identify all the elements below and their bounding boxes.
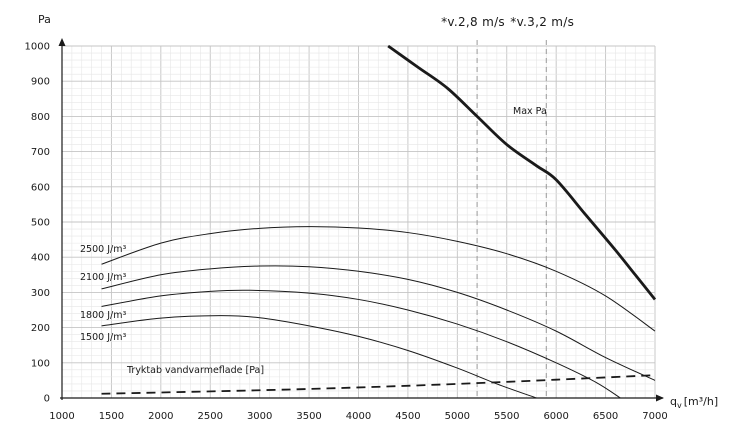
series-label-2500-j-m: 2500 J/m³ — [80, 244, 126, 255]
x-axis-title-q: q — [670, 395, 677, 408]
velocity-markers: *v.2,8 m/s *v.3,2 m/s — [441, 15, 574, 398]
y-tick-label: 600 — [31, 182, 50, 193]
x-tick-label: 2500 — [198, 411, 223, 422]
x-axis-title-unit: [m³/h] — [684, 395, 718, 408]
y-tick-label: 500 — [31, 218, 50, 229]
y-tick-label: 800 — [31, 112, 50, 123]
y-axis-title: Pa — [38, 13, 51, 26]
x-tick-label: 3500 — [296, 411, 321, 422]
y-tick-label: 200 — [31, 323, 50, 334]
x-tick-label: 1000 — [49, 411, 74, 422]
x-tick-label: 4500 — [395, 411, 420, 422]
series-line-max-pa — [387, 44, 657, 301]
series-label-max-pa: Max Pa — [513, 106, 547, 117]
x-axis-arrow — [656, 394, 664, 402]
x-tick-label: 2000 — [148, 411, 173, 422]
series-line-2500-j-m — [101, 226, 656, 332]
y-axis-arrow — [58, 38, 66, 46]
y-tick-label: 700 — [31, 147, 50, 158]
y-tick-label: 900 — [31, 77, 50, 88]
x-tick-label: 4000 — [346, 411, 371, 422]
series-line-1500-j-m — [101, 315, 537, 399]
series-line-tryktab-vandvarmeflade-pa — [101, 374, 656, 395]
x-tick-label: 1500 — [99, 411, 124, 422]
y-tick-label: 1000 — [25, 42, 50, 53]
y-tick-label: 400 — [31, 253, 50, 264]
x-axis-title-sub: v — [677, 401, 682, 410]
series-line-1800-j-m — [101, 289, 621, 399]
x-axis-title: qv [m³/h] — [670, 395, 718, 410]
y-tick-label: 0 — [44, 394, 50, 405]
series-labels: Max Pa 2500 J/m³ 2100 J/m³ 1800 J/m³ 1500 J/… — [80, 106, 547, 376]
series-group — [101, 44, 657, 399]
velocity-label: *v.3,2 m/s — [510, 15, 574, 29]
series-line-2100-j-m — [101, 265, 656, 381]
x-tick-label: 7000 — [642, 411, 667, 422]
x-tick-label: 6500 — [593, 411, 618, 422]
grid — [61, 45, 656, 399]
x-tick-label: 3000 — [247, 411, 272, 422]
axes — [58, 38, 664, 402]
tick-labels: 1000 1500 2000 2500 3000 3500 4000 4500 5000 5500… — [25, 42, 668, 423]
series-label-1800-j-m: 1800 J/m³ — [80, 310, 126, 321]
x-tick-label: 5000 — [445, 411, 470, 422]
x-tick-label: 5500 — [494, 411, 519, 422]
x-tick-label: 6000 — [543, 411, 568, 422]
series-label-2100-j-m: 2100 J/m³ — [80, 272, 126, 283]
y-tick-label: 300 — [31, 288, 50, 299]
series-label-1500-j-m: 1500 J/m³ — [80, 332, 126, 343]
y-tick-label: 100 — [31, 358, 50, 369]
velocity-label: *v.2,8 m/s — [441, 15, 505, 29]
series-label-tryktab-vandvarmeflade-pa: Tryktab vandvarmeflade [Pa] — [126, 365, 264, 376]
